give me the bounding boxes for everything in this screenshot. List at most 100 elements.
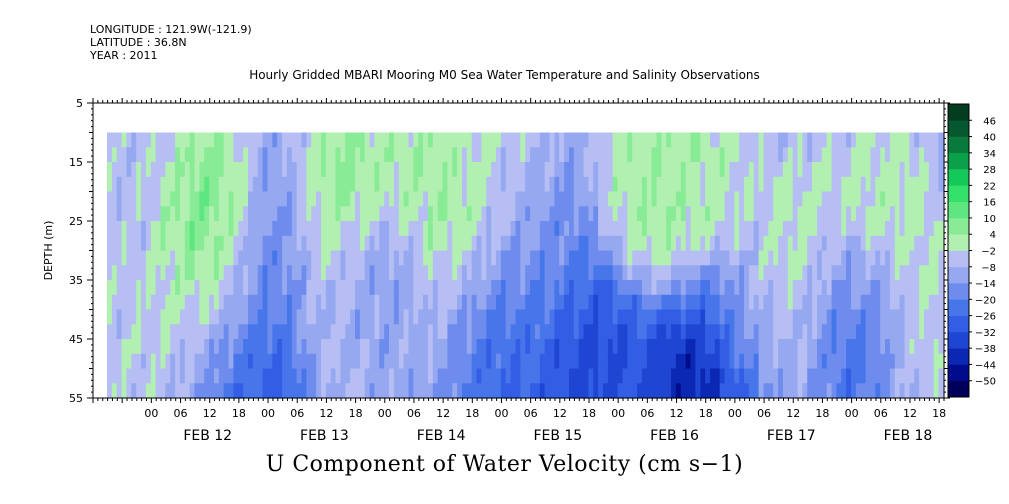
heatmap-cell — [885, 235, 892, 252]
heatmap-cell — [564, 280, 571, 296]
heatmap-cell — [282, 368, 289, 384]
heatmap-cell — [520, 265, 527, 281]
heatmap-cell — [262, 368, 269, 384]
heatmap-cell — [345, 265, 352, 281]
heatmap-cell — [885, 280, 892, 296]
heatmap-cell — [427, 383, 434, 399]
heatmap-cell — [778, 132, 785, 148]
heatmap-cell — [107, 206, 114, 222]
heatmap-cell — [116, 353, 123, 370]
heatmap-cell — [116, 132, 123, 148]
heatmap-cell — [851, 176, 858, 193]
heatmap-cell — [899, 383, 906, 399]
heatmap-cell — [919, 294, 926, 311]
heatmap-cell — [841, 250, 848, 266]
heatmap-cell — [700, 221, 707, 237]
heatmap-cell — [904, 235, 911, 252]
heatmap-cell — [530, 280, 537, 296]
heatmap-cell — [145, 309, 152, 325]
heatmap-cell — [899, 324, 906, 340]
heatmap-cell — [627, 206, 634, 222]
heatmap-cell — [393, 368, 400, 384]
heatmap-cell — [773, 147, 780, 163]
heatmap-cell — [612, 280, 619, 296]
heatmap-cell — [860, 176, 867, 193]
heatmap-cell — [476, 132, 483, 148]
heatmap-cell — [534, 250, 541, 266]
heatmap-cell — [481, 280, 488, 296]
heatmap-cell — [442, 280, 449, 296]
heatmap-cell — [267, 368, 274, 384]
heatmap-cell — [505, 250, 512, 266]
y-axis-label: DEPTH (m) — [42, 221, 55, 281]
heatmap-cell — [218, 383, 225, 399]
heatmap-cell — [233, 294, 240, 311]
heatmap-cell — [505, 339, 512, 355]
heatmap-cell — [116, 294, 123, 311]
heatmap-cell — [311, 265, 318, 281]
heatmap-cell — [116, 280, 123, 296]
heatmap-cell — [651, 132, 658, 148]
heatmap-cell — [272, 250, 279, 266]
heatmap-cell — [355, 235, 362, 252]
heatmap-cell — [724, 339, 731, 355]
heatmap-cell — [583, 309, 590, 325]
heatmap-cell — [821, 221, 828, 237]
heatmap-cell — [408, 176, 415, 193]
heatmap-cell — [296, 383, 303, 399]
heatmap-cell — [496, 383, 503, 399]
heatmap-cell — [617, 339, 624, 355]
heatmap-cell — [427, 206, 434, 222]
heatmap-cell — [248, 162, 255, 178]
heatmap-cell — [846, 353, 853, 370]
heatmap-cell — [515, 309, 522, 325]
heatmap-cell — [909, 221, 916, 237]
heatmap-cell — [462, 353, 469, 370]
x-tick-label: 12 — [786, 407, 800, 420]
heatmap-cell — [622, 221, 629, 237]
heatmap-cell — [734, 294, 741, 311]
heatmap-cell — [111, 206, 118, 222]
heatmap-cell — [330, 265, 337, 281]
heatmap-cell — [846, 324, 853, 340]
heatmap-cell — [680, 147, 687, 163]
heatmap-cell — [437, 132, 444, 148]
heatmap-cell — [491, 368, 498, 384]
heatmap-cell — [510, 206, 517, 222]
heatmap-cell — [763, 368, 770, 384]
heatmap-cell — [189, 280, 196, 296]
heatmap-cell — [534, 339, 541, 355]
heatmap-cell — [564, 368, 571, 384]
x-tick-label: 18 — [699, 407, 713, 420]
heatmap-cell — [539, 147, 546, 163]
heatmap-cell — [408, 235, 415, 252]
heatmap-cell — [802, 206, 809, 222]
heatmap-cell — [306, 368, 313, 384]
heatmap-cell — [340, 191, 347, 207]
heatmap-cell — [214, 353, 221, 370]
heatmap-cell — [885, 206, 892, 222]
heatmap-cell — [330, 280, 337, 296]
heatmap-cell — [792, 221, 799, 237]
heatmap-cell — [889, 265, 896, 281]
heatmap-cell — [194, 368, 201, 384]
heatmap-cell — [403, 309, 410, 325]
heatmap-cell — [700, 206, 707, 222]
heatmap-cell — [564, 235, 571, 252]
heatmap-cell — [554, 324, 561, 340]
heatmap-cell — [233, 221, 240, 237]
heatmap-cell — [311, 132, 318, 148]
heatmap-cell — [296, 339, 303, 355]
heatmap-cell — [763, 324, 770, 340]
heatmap-cell — [894, 353, 901, 370]
heatmap-cell — [719, 206, 726, 222]
heatmap-cell — [641, 368, 648, 384]
heatmap-cell — [909, 368, 916, 384]
heatmap-cell — [782, 176, 789, 193]
heatmap-cell — [282, 339, 289, 355]
heatmap-cell — [374, 324, 381, 340]
heatmap-cell — [233, 368, 240, 384]
heatmap-cell — [359, 191, 366, 207]
heatmap-cell — [627, 353, 634, 370]
heatmap-cell — [846, 206, 853, 222]
